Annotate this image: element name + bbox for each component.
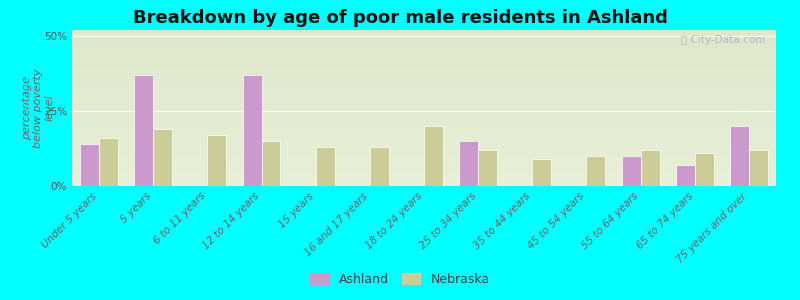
Bar [242, 75, 262, 186]
Bar [134, 75, 154, 186]
Bar [316, 147, 334, 186]
Bar [641, 150, 659, 186]
Bar [262, 141, 281, 186]
Bar [478, 150, 497, 186]
Bar [676, 165, 694, 186]
Bar [424, 126, 443, 186]
Legend: Ashland, Nebraska: Ashland, Nebraska [306, 268, 494, 291]
Bar [730, 126, 749, 186]
Bar [370, 147, 389, 186]
Text: ⓘ City-Data.com: ⓘ City-Data.com [681, 35, 766, 45]
Bar [586, 156, 606, 186]
Text: Breakdown by age of poor male residents in Ashland: Breakdown by age of poor male residents … [133, 9, 667, 27]
Y-axis label: percentage
below poverty
level: percentage below poverty level [22, 68, 55, 148]
Bar [99, 138, 118, 186]
Bar [749, 150, 768, 186]
Bar [532, 159, 551, 186]
Bar [80, 144, 99, 186]
Bar [154, 129, 172, 186]
Bar [622, 156, 641, 186]
Bar [207, 135, 226, 186]
Bar [459, 141, 478, 186]
Bar [694, 153, 714, 186]
